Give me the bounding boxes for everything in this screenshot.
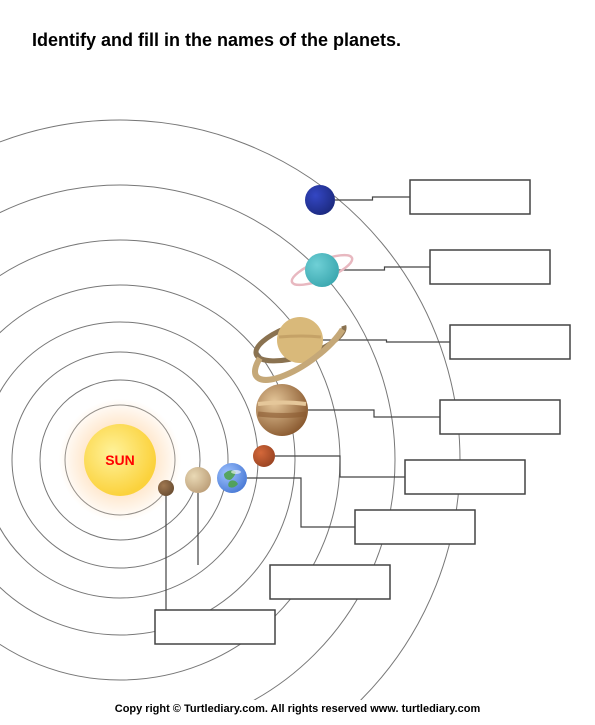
planet-mercury bbox=[158, 480, 174, 496]
answer-box-uranus[interactable] bbox=[430, 250, 550, 284]
worksheet-page: Identify and fill in the names of the pl… bbox=[0, 0, 595, 725]
answer-box-venus[interactable] bbox=[270, 565, 390, 599]
answer-box-jupiter[interactable] bbox=[440, 400, 560, 434]
leader-line bbox=[339, 267, 430, 270]
answer-box-saturn[interactable] bbox=[450, 325, 570, 359]
instruction-title: Identify and fill in the names of the pl… bbox=[32, 30, 401, 51]
leader-line bbox=[308, 410, 440, 417]
copyright-text: Copy right © Turtlediary.com. All rights… bbox=[0, 703, 595, 715]
planet-neptune bbox=[305, 185, 335, 215]
planet-earth bbox=[217, 463, 247, 493]
planet-jupiter bbox=[256, 384, 308, 436]
leader-line bbox=[335, 197, 410, 200]
sun: SUN bbox=[59, 399, 181, 521]
answer-box-neptune[interactable] bbox=[410, 180, 530, 214]
planet-venus bbox=[185, 467, 211, 493]
answer-box-earth[interactable] bbox=[355, 510, 475, 544]
planet-mars bbox=[253, 445, 275, 467]
sun-label: SUN bbox=[105, 452, 135, 468]
leader-line bbox=[323, 340, 450, 342]
planet-saturn bbox=[251, 310, 351, 384]
answer-box-mercury[interactable] bbox=[155, 610, 275, 644]
answer-box-mars[interactable] bbox=[405, 460, 525, 494]
solar-system-diagram: SUN bbox=[0, 80, 595, 700]
